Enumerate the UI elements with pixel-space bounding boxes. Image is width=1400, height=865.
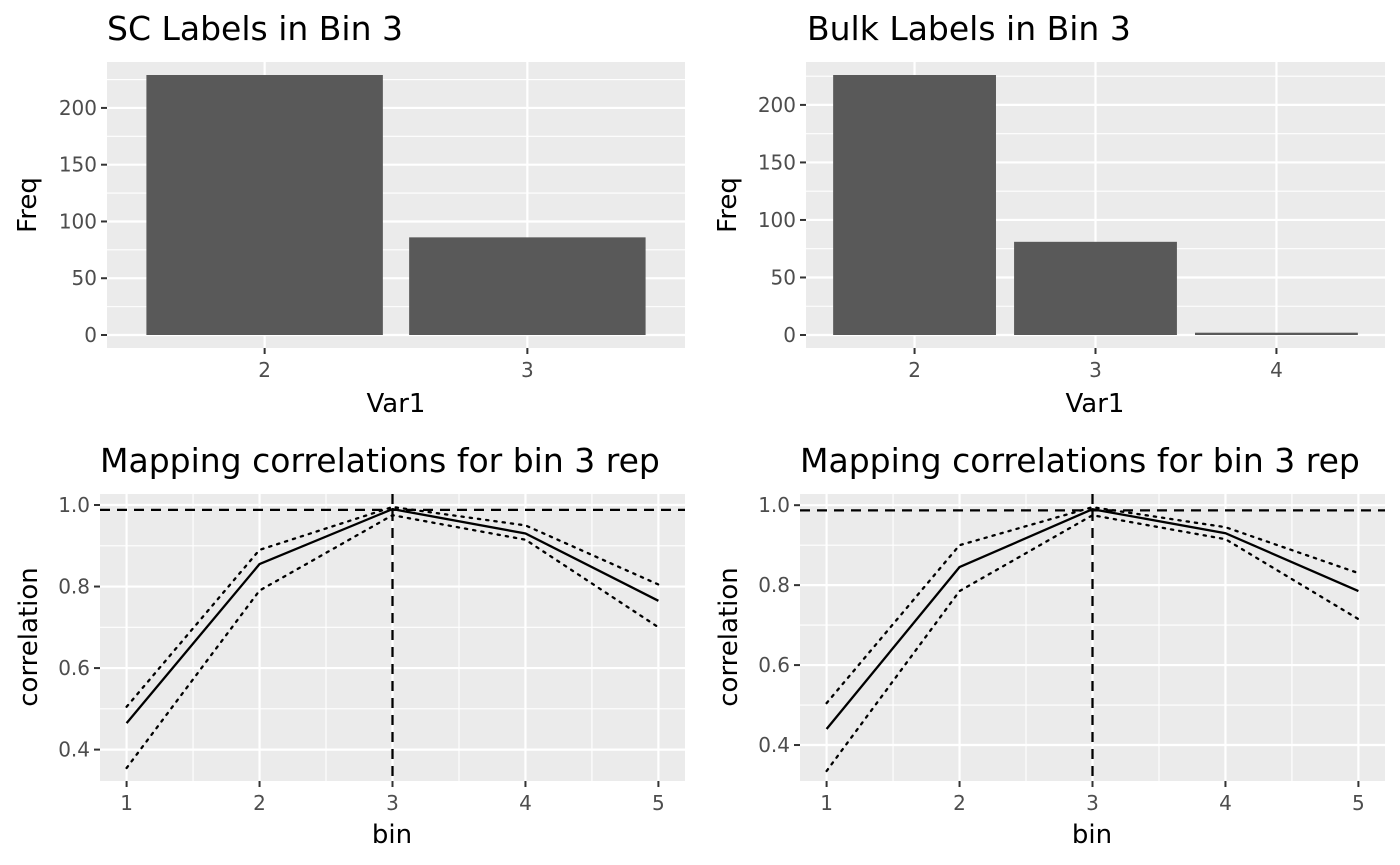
x-tick-label: 2: [253, 791, 266, 815]
bound-line: [825, 506, 1360, 705]
x-tick-label: 4: [1270, 358, 1283, 382]
lines: [800, 494, 1385, 781]
y-tick-label: 0.6: [58, 656, 90, 680]
y-tick-label: 50: [771, 265, 796, 289]
y-tick-label: 0: [783, 323, 796, 347]
axes: 0.4 0.6 0.8 1.0 1 2 3 4 5: [58, 493, 665, 815]
x-axis-title: Var1: [367, 389, 426, 419]
x-tick-label: 2: [258, 358, 271, 382]
x-tick-label: 4: [519, 791, 532, 815]
axes: 0 50 100 150 200 2 3 4: [758, 93, 1283, 382]
correlation-line: [825, 508, 1359, 730]
chart-mapping-correlations-right: Mapping correlations for bin 3 rep 0.40.…: [714, 441, 1385, 850]
y-tick-label: 0: [84, 323, 97, 347]
bars: [833, 75, 1358, 335]
x-tick-label: 5: [1352, 791, 1365, 815]
x-tick-label: 1: [120, 791, 133, 815]
chart-title: Mapping correlations for bin 3 rep: [800, 441, 1360, 480]
axes: 0 50 100 150 200 2 3: [59, 96, 534, 382]
x-tick-label: 5: [652, 791, 665, 815]
y-tick-label: 0.6: [758, 653, 790, 677]
chart-title: Bulk Labels in Bin 3: [807, 9, 1131, 48]
y-tick-label: 1.0: [58, 493, 90, 517]
y-axis-title: correlation: [14, 567, 44, 707]
y-tick-label: 1.0: [758, 493, 790, 517]
chart-mapping-correlations-left: Mapping correlations for bin 3 rep 0.40.…: [14, 441, 685, 850]
y-tick-label: 200: [59, 96, 97, 120]
y-tick-label: 150: [59, 153, 97, 177]
lines: [100, 494, 685, 781]
x-tick-label: 3: [1089, 358, 1102, 382]
y-tick-label: 100: [758, 208, 796, 232]
chart-title: Mapping correlations for bin 3 rep: [100, 441, 660, 480]
y-tick-label: 150: [758, 150, 796, 174]
bar: [409, 237, 646, 335]
y-tick-label: 0.8: [58, 575, 90, 599]
y-tick-label: 200: [758, 93, 796, 117]
bar: [833, 75, 996, 335]
axes: 0.4 0.6 0.8 1.0 1 2 3 4 5: [758, 493, 1365, 815]
x-tick-label: 2: [953, 791, 966, 815]
y-tick-label: 100: [59, 209, 97, 233]
x-tick-label: 3: [386, 791, 399, 815]
bar: [1195, 332, 1358, 335]
chart-bulk-labels: Bulk Labels in Bin 3 0 50 100 150 200 2 3 4 Var…: [713, 9, 1385, 419]
x-tick-label: 3: [521, 358, 534, 382]
y-axis-title: Freq: [13, 177, 43, 233]
chart-sc-labels: SC Labels in Bin 3 0 50 100 150 200 2 3 Var1 F…: [13, 9, 685, 419]
bar: [1014, 241, 1177, 335]
y-tick-label: 0.8: [758, 573, 790, 597]
x-axis-title: bin: [1072, 820, 1112, 850]
x-tick-label: 1: [820, 791, 833, 815]
x-axis-title: bin: [372, 820, 412, 850]
chart-title: SC Labels in Bin 3: [107, 9, 403, 48]
x-tick-label: 4: [1219, 791, 1232, 815]
y-axis-title: correlation: [714, 567, 744, 707]
y-tick-label: 0.4: [58, 738, 90, 762]
x-axis-title: Var1: [1066, 389, 1125, 419]
x-tick-label: 3: [1086, 791, 1099, 815]
y-tick-label: 0.4: [758, 733, 790, 757]
bars: [146, 75, 646, 335]
y-axis-title: Freq: [713, 177, 743, 233]
bar: [146, 75, 383, 335]
x-tick-label: 2: [908, 358, 921, 382]
y-tick-label: 50: [72, 266, 97, 290]
